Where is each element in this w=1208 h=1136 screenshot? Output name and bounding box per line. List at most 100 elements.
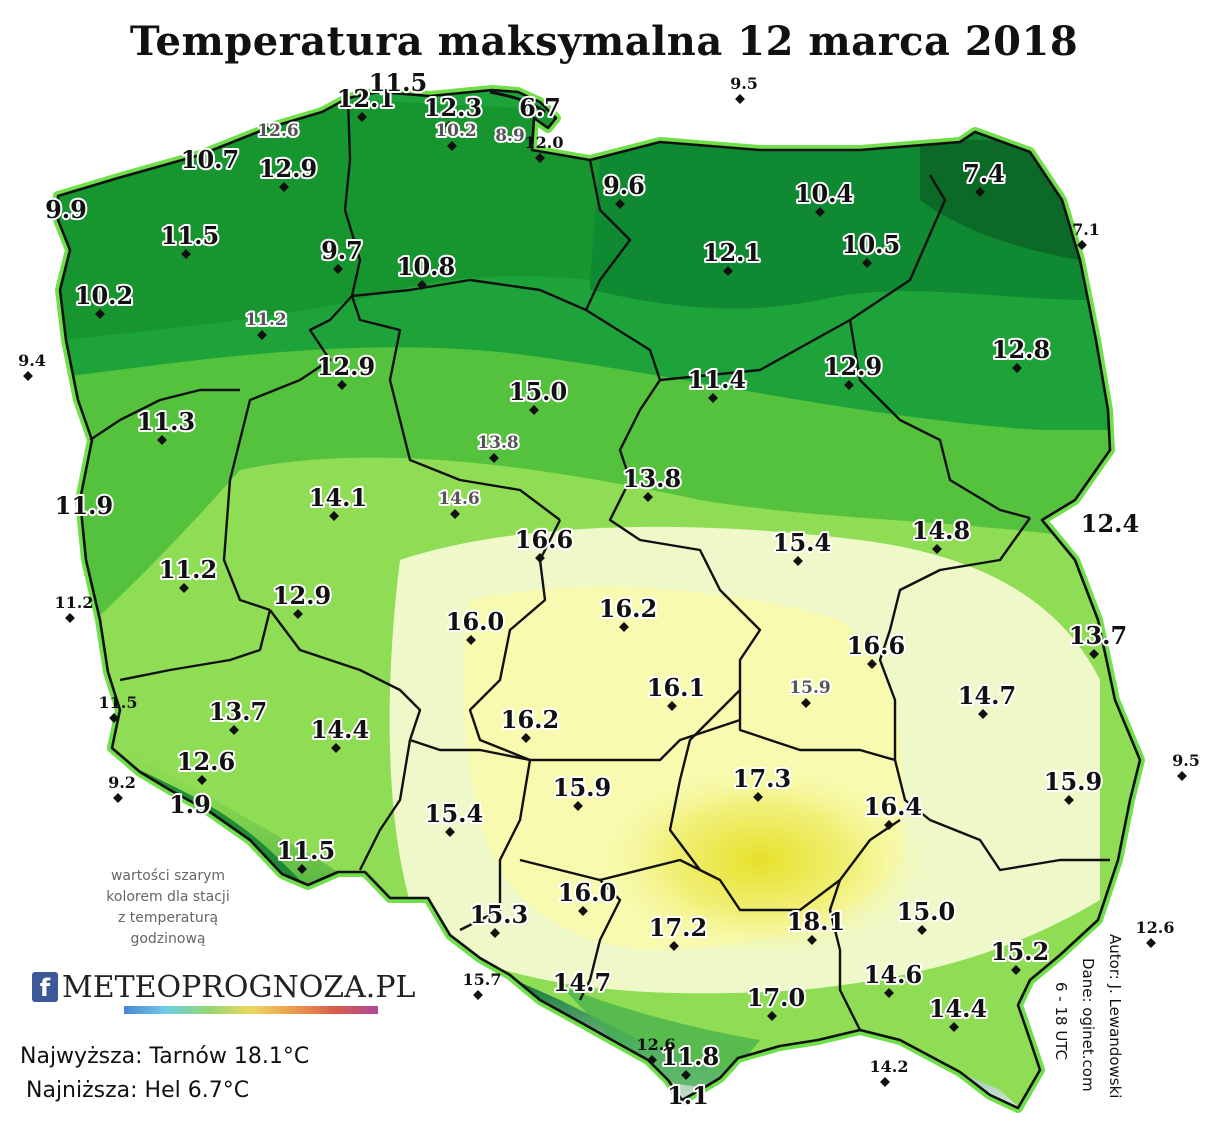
station-temperature-label: 15.2 [991, 937, 1049, 966]
station-42: 16.0 [444, 605, 506, 645]
station-74: 14.4 [927, 992, 989, 1032]
station-temperature-label: 14.7 [958, 681, 1016, 710]
station-temperature-label: 14.6 [864, 960, 922, 989]
station-temperature-label: 18.1 [787, 907, 845, 936]
station-temperature-label: 11.2 [55, 593, 94, 612]
station-marker [807, 935, 817, 945]
station-temperature-label: 14.4 [311, 715, 369, 744]
station-53: 12.6 [175, 745, 237, 785]
station-11: 9.6 [601, 169, 647, 209]
station-marker [179, 583, 189, 593]
station-25: 15.0 [507, 375, 569, 415]
station-marker [767, 1011, 777, 1021]
station-temperature-label: 12.0 [525, 133, 564, 152]
station-9: 12.9 [257, 152, 319, 192]
map-title: Temperatura maksymalna 12 marca 2018 [129, 18, 1079, 65]
station-temperature-label: 11.9 [55, 491, 113, 520]
station-temperature-label: 10.2 [435, 121, 476, 141]
station-temperature-label: 12.1 [703, 238, 761, 267]
station-20: 10.5 [840, 228, 902, 268]
station-temperature-label: 12.9 [259, 154, 317, 183]
station-marker [975, 187, 985, 197]
station-temperature-label: 11.2 [245, 310, 286, 330]
station-marker [65, 613, 75, 623]
station-marker [529, 405, 539, 415]
station-marker [23, 371, 33, 381]
station-temperature-label: 9.6 [603, 171, 645, 200]
station-temperature-label: 16.2 [501, 705, 559, 734]
station-4: 9.5 [730, 74, 758, 104]
station-52: 14.7 [956, 679, 1018, 719]
station-44: 16.6 [845, 629, 907, 669]
station-temperature-label: 12.1 [337, 84, 395, 113]
station-10: 12.0 [525, 133, 564, 163]
station-62: 11.5 [275, 834, 337, 874]
station-marker [844, 380, 854, 390]
station-temperature-label: 10.7 [181, 145, 239, 174]
station-51: 15.9 [787, 676, 833, 708]
station-temperature-label: 16.0 [446, 607, 504, 636]
station-marker [867, 659, 877, 669]
station-marker [490, 928, 500, 938]
station-marker [1011, 965, 1021, 975]
station-67: 15.0 [895, 895, 957, 935]
station-marker [735, 94, 745, 104]
station-temperature-label: 15.3 [470, 900, 528, 929]
station-21: 10.2 [73, 279, 135, 319]
highest-temperature: Najwyższa: Tarnów 18.1°C [20, 1044, 310, 1069]
station-23: 9.4 [18, 351, 46, 381]
station-layer: 12.111.512.3 6.79.512.6 8.910.210.7 12.912.… [18, 66, 1200, 1112]
station-65: 17.2 [647, 911, 709, 951]
station-6: 8.9 [493, 124, 527, 148]
station-temperature-label: 9.5 [1172, 751, 1200, 770]
station-56: 17.3 [731, 762, 793, 802]
station-marker [333, 264, 343, 274]
station-marker [535, 153, 545, 163]
station-40: 11.2 [55, 593, 94, 623]
station-29: 11.3 [135, 405, 197, 445]
station-temperature-label: 11.5 [369, 68, 427, 97]
station-13: 7.4 [961, 157, 1007, 197]
logo-text: METEOPROGNOZA.PL [62, 970, 416, 1005]
station-70: 14.7 [551, 966, 613, 999]
station-69: 12.6 [1136, 918, 1174, 948]
station-temperature-label: 15.4 [425, 799, 483, 828]
station-71: 15.7 [463, 970, 502, 1000]
station-48: 14.4 [309, 713, 371, 753]
station-marker [1089, 649, 1099, 659]
station-12: 10.4 [793, 177, 855, 217]
station-marker [1012, 363, 1022, 373]
station-marker [1064, 795, 1074, 805]
station-marker [157, 435, 167, 445]
station-1: 11.5 [367, 66, 429, 99]
note-line: z temperaturą [117, 910, 219, 926]
station-14: 7.1 [1072, 220, 1100, 250]
station-temperature-label: 14.1 [309, 483, 367, 512]
lowest-temperature: Najniższa: Hel 6.7°C [26, 1078, 250, 1103]
station-27: 12.9 [822, 350, 884, 390]
station-temperature-label: 9.9 [45, 195, 87, 224]
station-temperature-label: 12.9 [273, 581, 331, 610]
station-temperature-label: 11.4 [688, 365, 746, 394]
station-marker [293, 609, 303, 619]
station-marker [466, 635, 476, 645]
station-marker [578, 906, 588, 916]
station-temperature-label: 12.6 [257, 121, 298, 141]
station-marker [815, 207, 825, 217]
station-temperature-label: 15.7 [463, 970, 502, 989]
meteoprognoza-logo: f METEOPROGNOZA.PL [32, 968, 415, 1018]
station-temperature-label: 10.4 [795, 179, 853, 208]
station-temperature-label: 11.5 [277, 836, 335, 865]
station-41: 12.9 [271, 579, 333, 619]
station-temperature-label: 11.8 [661, 1042, 719, 1071]
station-marker [708, 393, 718, 403]
station-60: 1.9 [167, 788, 213, 821]
station-marker [257, 330, 267, 340]
station-temperature-label: 16.2 [599, 594, 657, 623]
station-marker [862, 258, 872, 268]
station-33: 14.6 [436, 487, 482, 519]
station-temperature-label: 11.5 [161, 221, 219, 250]
station-marker [753, 792, 763, 802]
station-16: 11.5 [159, 219, 221, 259]
station-marker [884, 820, 894, 830]
